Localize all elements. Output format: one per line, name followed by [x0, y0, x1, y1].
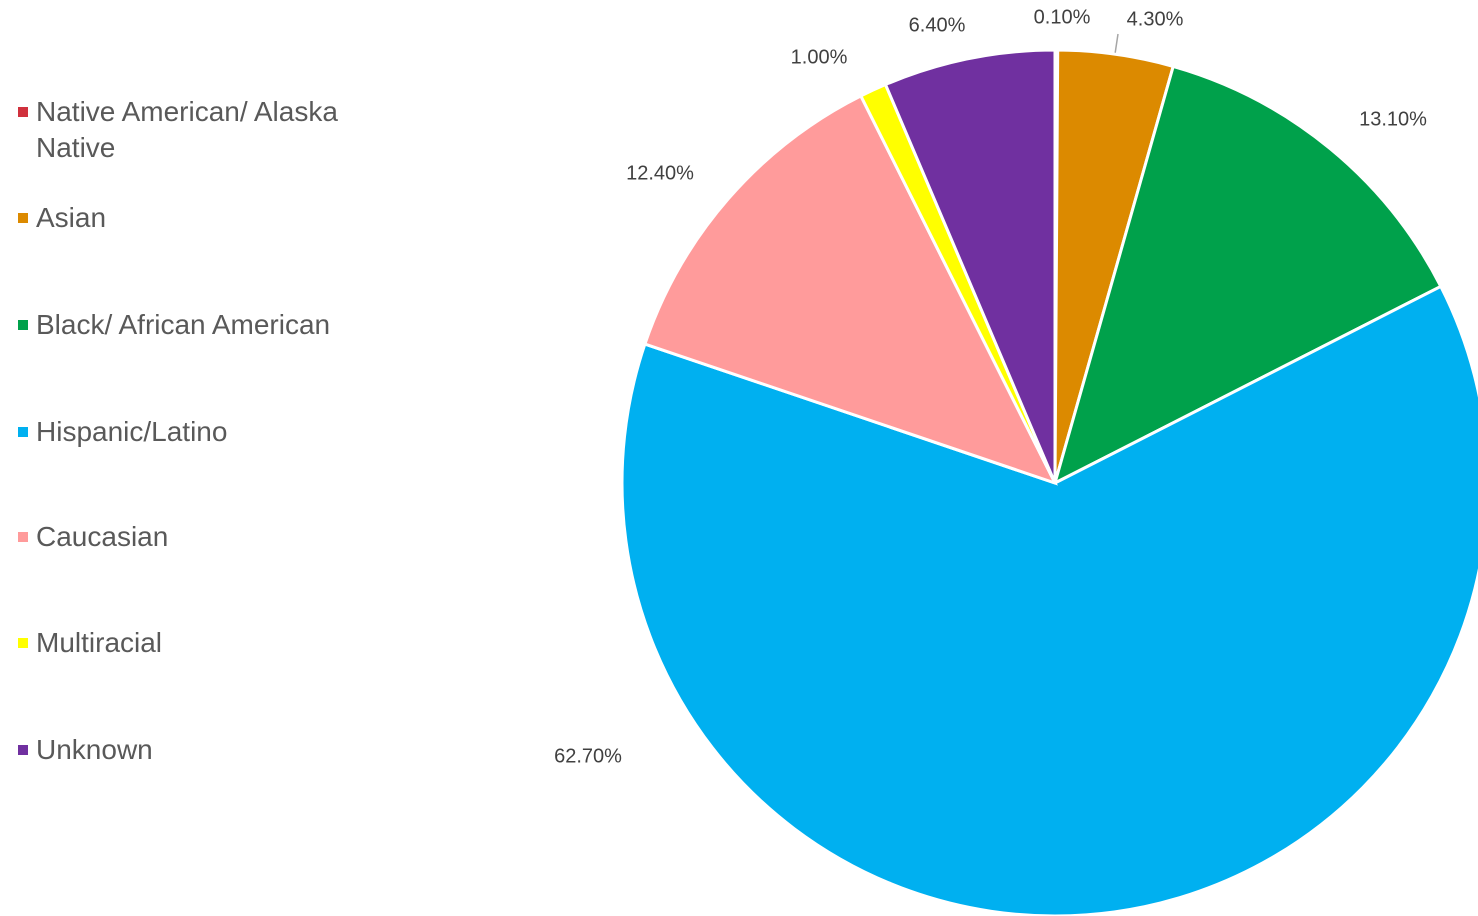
leader-line	[1114, 33, 1119, 55]
legend-swatch	[18, 320, 28, 330]
data-label: 6.40%	[909, 14, 966, 36]
data-label: 4.30%	[1127, 8, 1184, 30]
legend-item: Multiracial	[16, 625, 406, 661]
legend-swatch	[18, 638, 28, 648]
data-label: 1.00%	[791, 46, 848, 68]
pie-slice	[643, 93, 1058, 486]
data-label: 62.70%	[554, 745, 622, 767]
data-label: 13.10%	[1359, 108, 1427, 130]
legend-label: Caucasian	[36, 521, 169, 552]
legend-swatch	[18, 745, 28, 755]
legend-label: Unknown	[36, 734, 153, 765]
pie-slice	[620, 284, 1478, 916]
legend-swatch	[18, 213, 28, 223]
legend-item: Hispanic/Latino	[16, 414, 406, 450]
legend-item: Unknown	[16, 732, 406, 768]
data-label: 0.10%	[1034, 6, 1091, 28]
data-label: 12.40%	[626, 162, 694, 184]
legend-label: Black/ African American	[36, 309, 331, 340]
legend-swatch	[18, 107, 28, 117]
pie-slice	[883, 48, 1057, 484]
legend-item: Native American/ Alaska Native	[16, 94, 406, 166]
legend-label: Hispanic/Latino	[36, 416, 228, 447]
pie-slice	[1052, 64, 1443, 486]
legend-swatch	[18, 427, 28, 437]
legend-label: Native American/ Alaska Native	[36, 96, 338, 163]
legend-item: Asian	[16, 200, 406, 236]
legend-item: Caucasian	[16, 519, 406, 555]
legend-swatch	[18, 532, 28, 542]
legend-label: Multiracial	[36, 627, 163, 658]
legend-label: Asian	[36, 202, 107, 233]
legend-item: Black/ African American	[16, 307, 406, 343]
